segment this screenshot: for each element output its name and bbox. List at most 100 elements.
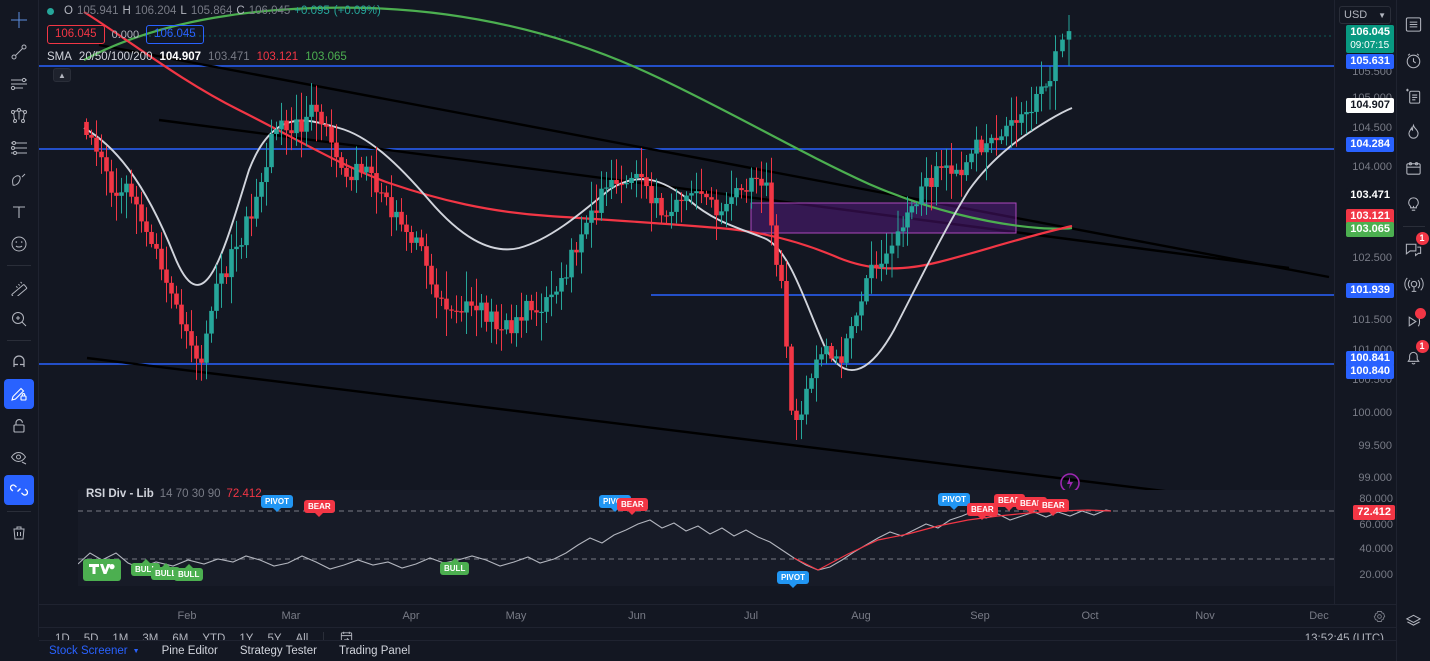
currency-value: USD (1344, 9, 1368, 21)
signal-flag-pivot[interactable]: PIVOT (938, 493, 971, 510)
signal-flag-bear[interactable]: BEAR (1038, 499, 1069, 516)
rsi-value: 72.412 (226, 488, 262, 500)
line-price-label[interactable]: 101.939 (1346, 283, 1394, 298)
signal-flag-bear[interactable]: BEAR (617, 498, 648, 515)
bottom-panel-nav[interactable]: Stock Screener ▼ Pine Editor Strategy Teste… (39, 640, 1396, 661)
sma-price-label[interactable]: 103.121 (1346, 209, 1394, 224)
magnet-icon[interactable] (4, 347, 34, 377)
cross-cursor-icon[interactable] (4, 5, 34, 35)
sma-value-20: 104.907 (159, 51, 202, 63)
brush-icon[interactable] (4, 165, 34, 195)
zoom-in-icon[interactable] (4, 304, 34, 334)
sma-title: SMA (47, 51, 72, 63)
hide-drawings-icon[interactable] (4, 443, 34, 473)
spread-value: 0.000 (111, 28, 140, 41)
rsi-scale: 80.000 60.000 40.000 20.000 72.412 (1335, 490, 1397, 590)
data-window-icon[interactable] (1400, 81, 1428, 111)
sync-drawings-icon[interactable] (4, 475, 34, 505)
chat-icon[interactable]: 1 (1400, 232, 1429, 264)
notifications-bell-icon[interactable]: 1 (1400, 340, 1429, 372)
sma-price-label[interactable]: 103.065 (1346, 222, 1394, 237)
sma-value-100: 103.121 (256, 51, 299, 63)
trend-line-icon[interactable] (4, 37, 34, 67)
right-sidebar: 1 1 (1396, 0, 1430, 661)
bottom-nav-pine-editor[interactable]: Pine Editor (162, 645, 218, 657)
currency-selector[interactable]: USD ▼ (1339, 6, 1391, 24)
time-tick: Feb (177, 610, 197, 622)
rsi-name: RSI Div - Lib (86, 488, 154, 500)
signal-flag-bull[interactable]: BULL (440, 558, 470, 575)
bottom-nav-strategy-tester[interactable]: Strategy Tester (240, 645, 317, 657)
watchlist-icon[interactable] (1400, 9, 1428, 39)
remove-drawings-icon[interactable] (4, 518, 34, 548)
chart-legend[interactable]: O 105.941 H 106.204 L 105.864 C 106.045 … (47, 4, 381, 63)
time-tick: May (505, 610, 527, 622)
pitchfork-icon[interactable] (4, 101, 34, 131)
alerts-clock-icon[interactable] (1400, 45, 1428, 75)
lock-drawings-icon[interactable] (4, 411, 34, 441)
text-tool-icon[interactable] (4, 197, 34, 227)
bottom-nav-stock-screener[interactable]: Stock Screener ▼ (49, 645, 140, 657)
signal-flag-pivot[interactable]: PIVOT (777, 571, 810, 588)
chevron-up-icon: ▲ (58, 70, 66, 80)
line-price-label[interactable]: 104.284 (1346, 137, 1394, 152)
price-tick: 101.500 (1352, 314, 1392, 326)
toolbar-divider-2 (7, 340, 31, 341)
sma-price-label[interactable]: 103.471 (1346, 188, 1394, 203)
measure-ruler-icon[interactable] (4, 272, 34, 302)
sma-value-200: 103.065 (305, 51, 347, 63)
signal-flag-bull[interactable]: BULL (151, 563, 181, 580)
ohlc-value-h: 106.204 (134, 5, 177, 17)
ask-price-box[interactable]: 106.045 (146, 25, 204, 44)
bottom-nav-trading-panel[interactable]: Trading Panel (339, 645, 410, 657)
time-tick: Dec (1309, 610, 1329, 622)
price-tick: 100.000 (1352, 407, 1392, 419)
fib-retracement-icon[interactable] (4, 133, 34, 163)
ohlc-key-c: C (236, 5, 245, 17)
time-tick: Jun (628, 610, 646, 622)
layers-icon[interactable] (1400, 606, 1428, 636)
line-price-label[interactable]: 100.841 (1346, 351, 1394, 366)
time-scale[interactable]: Feb Mar Apr May Jun Jul Aug Sep Oct Nov Dec (39, 604, 1396, 627)
chevron-down-icon: ▼ (1378, 10, 1386, 20)
line-price-label[interactable]: 105.631 (1346, 54, 1394, 69)
gear-icon[interactable] (1373, 610, 1386, 628)
toolbar-divider-3 (7, 511, 31, 512)
rsi-legend[interactable]: RSI Div - Lib 14 70 30 90 72.412 (86, 488, 262, 500)
time-tick: Mar (281, 610, 301, 622)
bid-price-box[interactable]: 106.045 (47, 25, 105, 44)
signal-flag-bear[interactable]: BEAR (967, 503, 998, 520)
time-tick: Jul (743, 610, 759, 622)
signal-flag-bull[interactable]: BULL (174, 564, 204, 581)
chevron-down-icon: ▼ (132, 647, 140, 655)
last-price-time: 09:07:15 (1350, 40, 1390, 51)
rsi-value-label[interactable]: 72.412 (1353, 505, 1395, 520)
drawing-mode-icon[interactable] (4, 379, 34, 409)
ohlc-key-h: H (122, 5, 131, 17)
signal-flag-bear[interactable]: BEAR (304, 500, 335, 517)
chart-canvas[interactable]: RSI Div - Lib 14 70 30 90 72.412 PIVOT BE… (39, 0, 1396, 604)
left-drawing-toolbar (0, 0, 39, 637)
rsi-indicator-pane[interactable]: RSI Div - Lib 14 70 30 90 72.412 (77, 488, 1396, 586)
ideas-bulb-icon[interactable] (1400, 189, 1428, 219)
stream-icon[interactable] (1400, 306, 1428, 336)
broadcast-icon[interactable] (1400, 270, 1428, 300)
hotlist-flame-icon[interactable] (1400, 117, 1428, 147)
rsi-tick: 80.000 (1359, 493, 1393, 505)
ohlc-key-o: O (64, 5, 73, 17)
ohlc-row: O 105.941 H 106.204 L 105.864 C 106.045 … (47, 4, 381, 18)
signal-flag-pivot[interactable]: PIVOT (261, 495, 294, 512)
sma-price-label[interactable]: 104.907 (1346, 98, 1394, 113)
calendar-icon[interactable] (1400, 153, 1428, 183)
last-price-label[interactable]: 106.045 09:07:15 (1346, 25, 1394, 53)
emoji-icon[interactable] (4, 229, 34, 259)
bottom-nav-label: Trading Panel (338, 645, 411, 657)
ohlc-value-c: 106.045 (248, 5, 291, 17)
price-scale[interactable]: USD ▼ 105.500105.000104.500104.000102.50… (1334, 0, 1396, 604)
change-percent: (+0.09%) (333, 5, 381, 17)
horizontal-lines-icon[interactable] (4, 69, 34, 99)
collapse-legend-button[interactable]: ▲ (53, 68, 71, 82)
sma-legend-row[interactable]: SMA 20/50/100/200 104.907 103.471 103.12… (47, 51, 381, 63)
sma-params: 20/50/100/200 (78, 51, 153, 63)
line-price-label[interactable]: 100.840 (1346, 364, 1394, 379)
